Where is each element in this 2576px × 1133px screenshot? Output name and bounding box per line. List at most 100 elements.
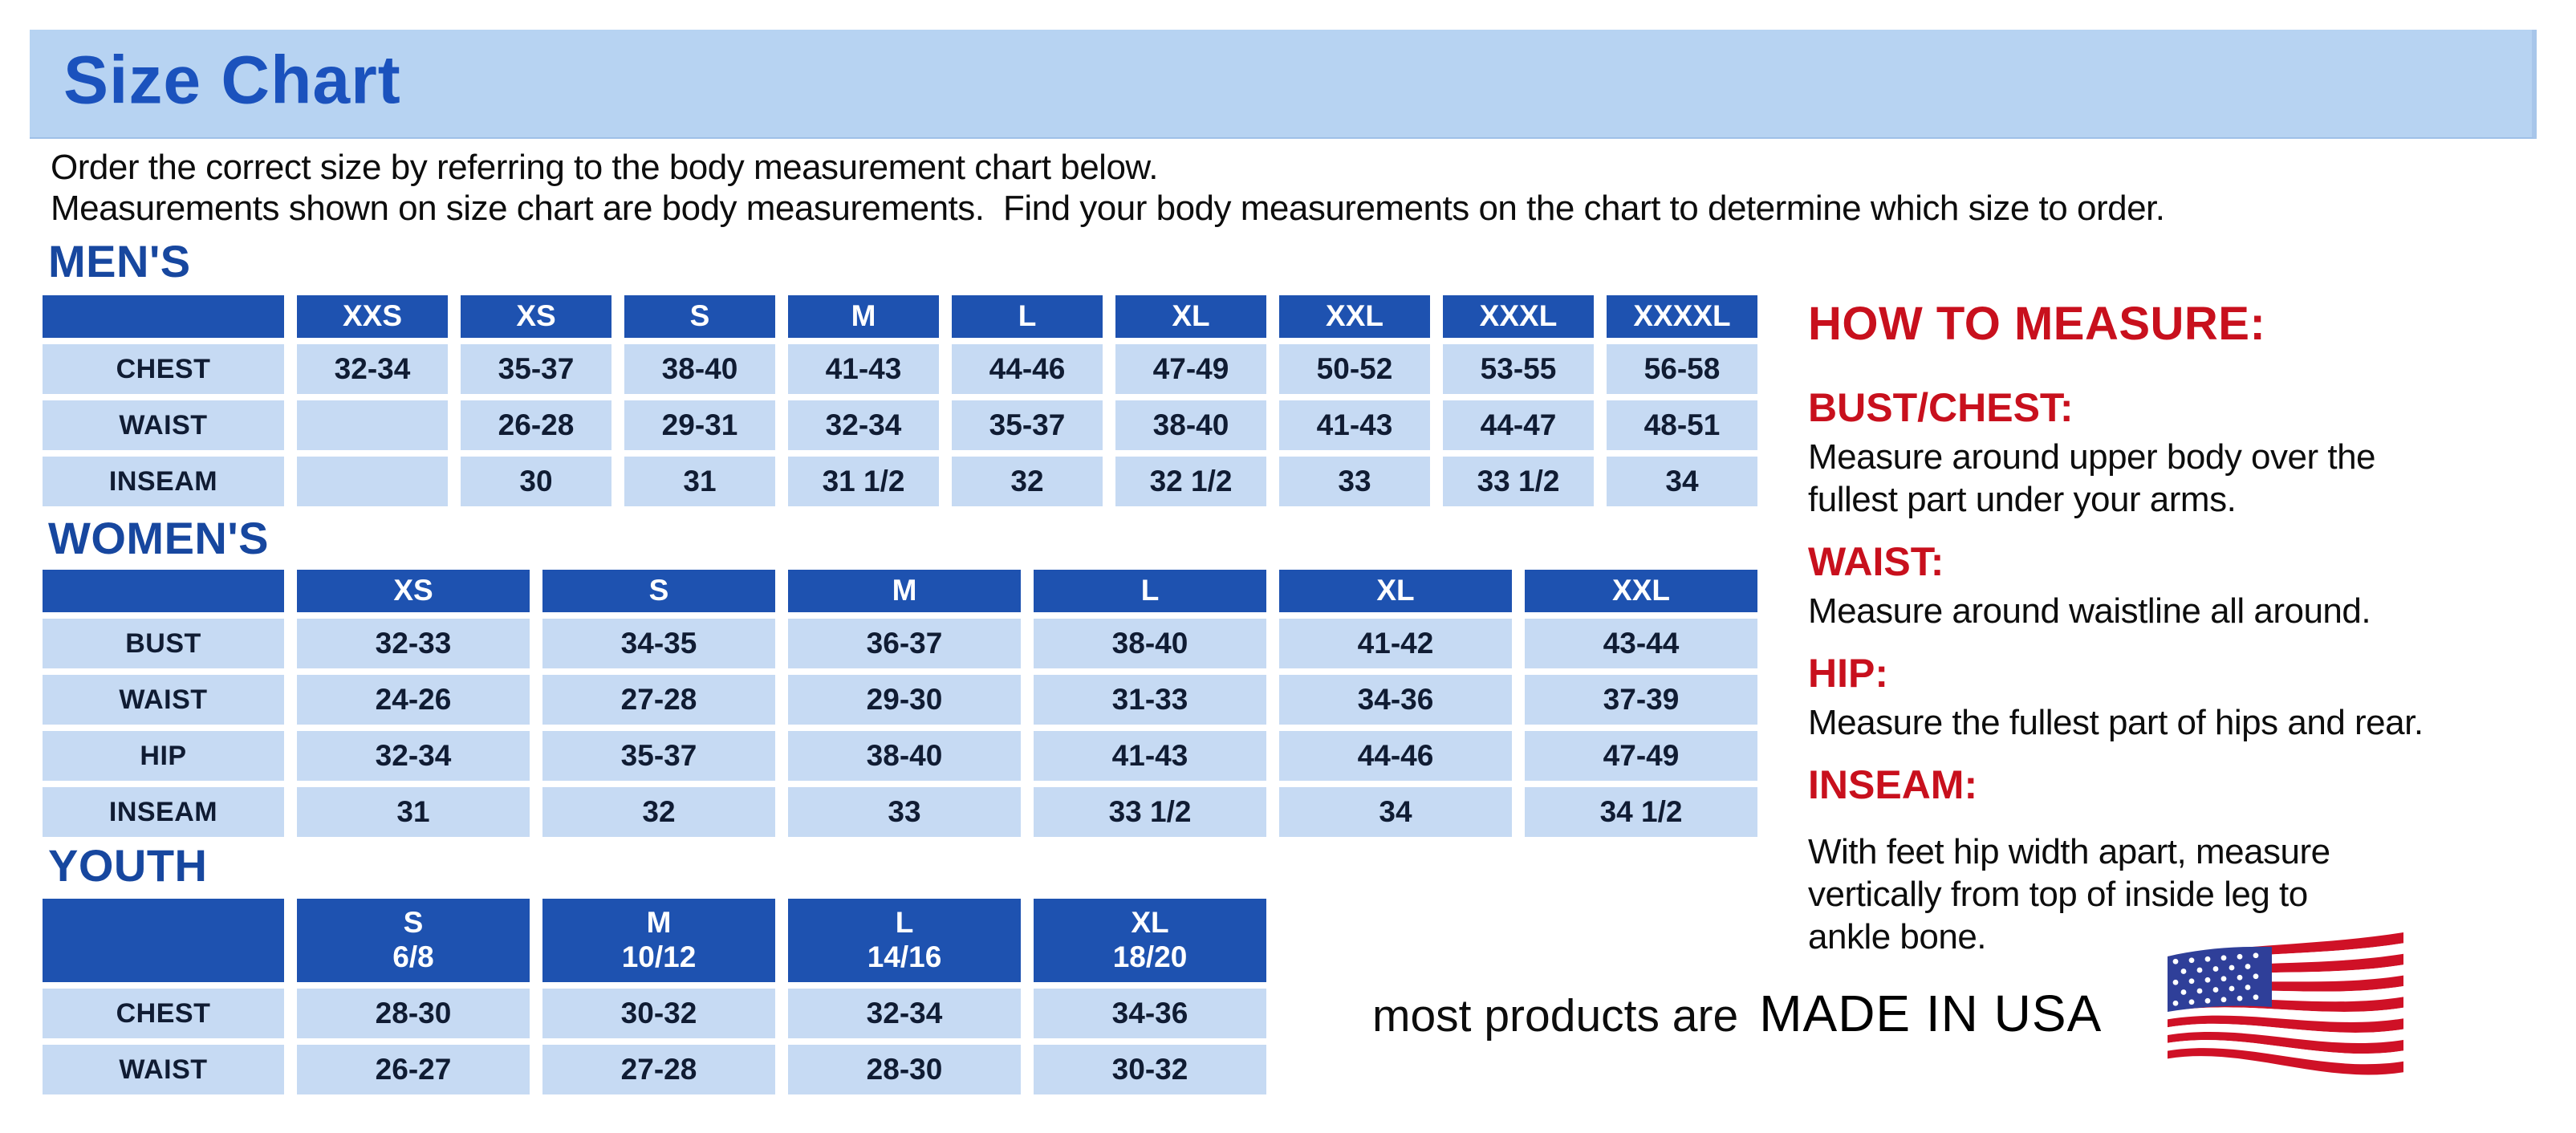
usa-flag-icon	[2168, 932, 2403, 1075]
size-value-cell: 30-32	[1034, 1045, 1266, 1094]
column-header-cell: XXL	[1525, 570, 1757, 612]
flag-canton	[2168, 946, 2272, 1012]
flag-star	[2204, 956, 2211, 962]
measure-description: With feet hip width apart, measure verti…	[1808, 832, 2330, 956]
size-value-cell: 32-34	[788, 989, 1021, 1038]
size-value-cell	[297, 400, 448, 450]
row-label-cell: CHEST	[43, 989, 284, 1038]
column-header-cell: M	[788, 570, 1021, 612]
flag-star	[2253, 952, 2259, 959]
section-heading-mens: MEN'S	[48, 236, 191, 286]
column-header-cell: XXXXL	[1607, 295, 1757, 338]
row-label-cell: BUST	[43, 619, 284, 668]
size-value-cell: 34 1/2	[1525, 787, 1757, 837]
size-value-cell: 50-52	[1279, 344, 1430, 394]
footer-prefix-text: most products are	[1372, 990, 1739, 1042]
flag-star	[2196, 967, 2203, 973]
flag-star	[2220, 997, 2227, 1003]
measure-description: Measure around waistline all around.	[1808, 591, 2371, 631]
measure-description: Measure around upper body over the fulle…	[1808, 437, 2376, 519]
flag-star	[2212, 987, 2219, 993]
flag-star	[2253, 994, 2259, 1001]
size-value-cell: 43-44	[1525, 619, 1757, 668]
size-value-cell: 31	[297, 787, 530, 837]
size-value-cell: 32-33	[297, 619, 530, 668]
size-value-cell: 34	[1279, 787, 1512, 837]
flag-star	[2253, 973, 2259, 980]
made-in-usa-text: MADE IN USA	[1759, 985, 2103, 1042]
size-value-cell: 48-51	[1607, 400, 1757, 450]
size-value-cell: 47-49	[1115, 344, 1266, 394]
size-value-cell: 36-37	[788, 619, 1021, 668]
size-value-cell: 34-36	[1034, 989, 1266, 1038]
size-value-cell: 30	[461, 457, 611, 506]
column-header-cell: XL	[1115, 295, 1266, 338]
flag-star	[2172, 979, 2179, 985]
intro-text: Order the correct size by referring to t…	[51, 148, 2165, 228]
flag-star	[2220, 976, 2227, 982]
size-value-cell: 44-46	[952, 344, 1103, 394]
flag-star	[2180, 969, 2187, 974]
column-header-cell: XL	[1279, 570, 1512, 612]
column-header-cell: M	[788, 295, 939, 338]
flag-star	[2188, 978, 2195, 985]
flag-star	[2172, 958, 2179, 964]
size-value-cell: 33 1/2	[1443, 457, 1594, 506]
flag-star	[2188, 957, 2195, 964]
size-value-cell: 32	[952, 457, 1103, 506]
size-value-cell: 38-40	[788, 731, 1021, 781]
flag-red-stripe	[2168, 975, 2403, 996]
title-bar: Size Chart	[30, 30, 2537, 139]
size-value-cell: 27-28	[542, 1045, 775, 1094]
size-value-cell: 31	[624, 457, 775, 506]
row-label-cell: INSEAM	[43, 787, 284, 837]
flag-star	[2212, 966, 2219, 972]
column-header-cell: XS	[461, 295, 611, 338]
flag-star	[2204, 997, 2211, 1004]
flag-star	[2204, 977, 2211, 983]
flag-star	[2237, 974, 2243, 981]
size-value-cell: 53-55	[1443, 344, 1594, 394]
size-value-cell: 29-30	[788, 675, 1021, 725]
table-corner-cell	[43, 295, 284, 338]
flag-white-stripe	[2168, 1040, 2403, 1065]
section-heading-womens: WOMEN'S	[48, 513, 270, 563]
flag-star	[2196, 988, 2203, 994]
measure-description: Measure the fullest part of hips and rea…	[1808, 703, 2424, 742]
column-header-cell: L 14/16	[788, 899, 1021, 982]
size-value-cell: 34-35	[542, 619, 775, 668]
row-label-cell: WAIST	[43, 1045, 284, 1094]
table-corner-cell	[43, 570, 284, 612]
size-value-cell: 26-27	[297, 1045, 530, 1094]
size-value-cell: 31 1/2	[788, 457, 939, 506]
size-value-cell: 27-28	[542, 675, 775, 725]
flag-white-stripe	[2168, 986, 2403, 1004]
size-value-cell: 33 1/2	[1034, 787, 1266, 837]
page-title: Size Chart	[63, 42, 401, 118]
size-value-cell: 28-30	[788, 1045, 1021, 1094]
made-in-usa-line: most products are MADE IN USA	[1372, 984, 2102, 1043]
column-header-cell: S 6/8	[297, 899, 530, 982]
size-value-cell: 24-26	[297, 675, 530, 725]
how-to-measure-heading: HOW TO MEASURE:	[1808, 298, 2266, 350]
size-value-cell: 37-39	[1525, 675, 1757, 725]
row-label-cell: WAIST	[43, 400, 284, 450]
size-value-cell: 31-33	[1034, 675, 1266, 725]
flag-star	[2220, 955, 2227, 961]
flag-red-stripe	[2168, 1015, 2403, 1033]
size-value-cell: 38-40	[1034, 619, 1266, 668]
column-header-cell: XS	[297, 570, 530, 612]
column-header-cell: XXXL	[1443, 295, 1594, 338]
size-value-cell: 29-31	[624, 400, 775, 450]
size-value-cell: 47-49	[1525, 731, 1757, 781]
row-label-cell: INSEAM	[43, 457, 284, 506]
size-value-cell: 30-32	[542, 989, 775, 1038]
section-heading-youth: YOUTH	[48, 840, 208, 891]
size-value-cell: 41-42	[1279, 619, 1512, 668]
measure-term-label: HIP:	[1808, 651, 1888, 696]
column-header-cell: XXL	[1279, 295, 1430, 338]
flag-star	[2237, 995, 2243, 1001]
size-value-cell: 28-30	[297, 989, 530, 1038]
size-value-cell: 34-36	[1279, 675, 1512, 725]
size-value-cell: 26-28	[461, 400, 611, 450]
